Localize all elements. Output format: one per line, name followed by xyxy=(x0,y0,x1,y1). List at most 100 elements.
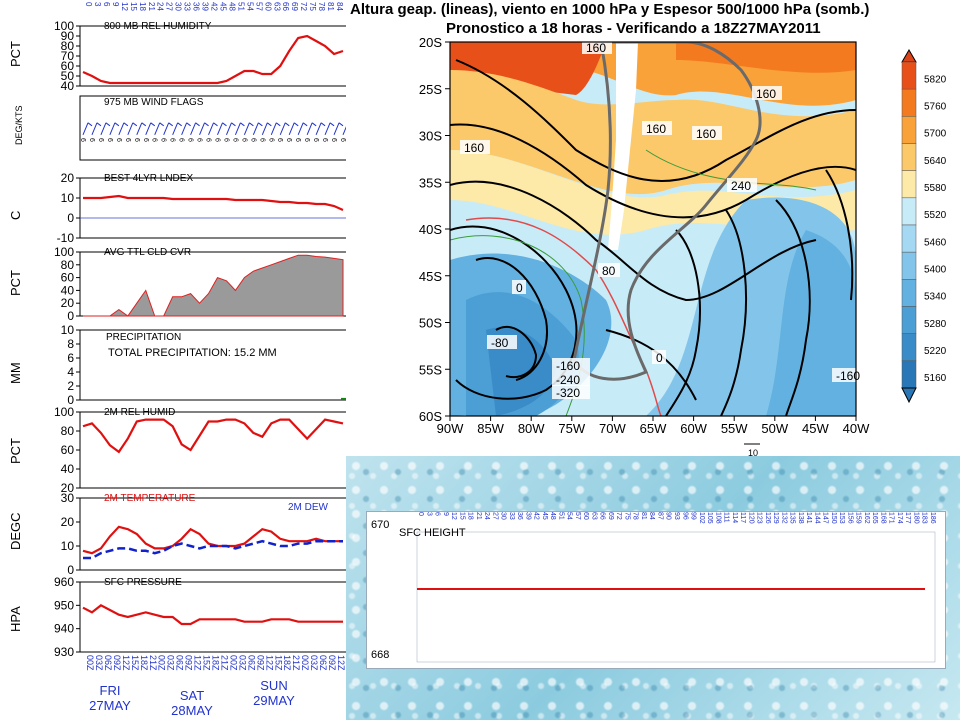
sfc-hour-number: 168 xyxy=(879,512,886,524)
sfc-hour-number: 81 xyxy=(640,512,647,520)
colorbar-label: 5760 xyxy=(924,101,947,112)
panel-unit-label: HPA xyxy=(8,606,23,632)
day-name: SAT xyxy=(180,688,204,703)
sfc-hour-number: 45 xyxy=(541,512,548,520)
wind-barb-flag xyxy=(284,122,290,127)
hour-number-label: 45 xyxy=(218,2,227,11)
andes-white-strip xyxy=(608,42,638,250)
wind-speed-code: 6 xyxy=(321,138,328,142)
panel-frame-temp2m xyxy=(79,497,346,571)
wind-barb-flag xyxy=(141,122,147,127)
contour-label-bg xyxy=(487,335,517,349)
x-time-label: 03Z xyxy=(166,655,176,671)
hour-number-label: 15 xyxy=(129,2,138,11)
y-tick-label: 100 xyxy=(54,405,74,419)
x-time-label: 21Z xyxy=(148,655,158,671)
y-tick-label: 0 xyxy=(67,211,74,225)
y-tick-label: 100 xyxy=(54,19,74,33)
x-time-label: 15Z xyxy=(345,655,346,671)
lon-label: 50W xyxy=(761,421,788,436)
hour-number-label: 75 xyxy=(308,2,317,11)
y-tick-label: 20 xyxy=(61,515,75,529)
day-name: SUN xyxy=(260,678,287,693)
colorbar-swatch xyxy=(901,360,917,389)
hour-number-label: 27 xyxy=(165,2,174,11)
height-contour xyxy=(665,229,701,416)
sfc-hour-number: 138 xyxy=(797,512,804,524)
x-time-label: 00Z xyxy=(228,655,238,671)
panel-title: 975 MB WIND FLAGS xyxy=(104,97,204,108)
sfc-hour-number: 141 xyxy=(805,512,812,524)
wind-barb xyxy=(306,122,313,135)
panel-frame-rh2m xyxy=(79,411,346,489)
wind-barb xyxy=(297,122,304,135)
wind-speed-code: 6 xyxy=(178,138,185,142)
contour-label-bg xyxy=(512,280,526,294)
wind-speed-code: 6 xyxy=(133,138,140,142)
contour-label: -160 xyxy=(836,369,860,383)
contour-label: 160 xyxy=(464,141,484,155)
x-time-label: 06Z xyxy=(175,655,185,671)
wind-barb-flag xyxy=(114,122,120,127)
x-time-label: 00Z xyxy=(85,655,95,671)
wind-barb-flag xyxy=(329,122,335,127)
x-time-label: 00Z xyxy=(157,655,167,671)
hour-number-label: 51 xyxy=(236,2,245,11)
zero-contour-red xyxy=(465,217,662,416)
sfc-hour-number: 144 xyxy=(813,512,820,524)
sfc-hour-number: 33 xyxy=(508,512,515,520)
hour-number-label: 87 xyxy=(344,2,346,11)
wind-barb-flag xyxy=(267,122,272,127)
wind-barb-flag xyxy=(240,122,245,127)
contour-label: 160 xyxy=(756,87,776,101)
y-tick-label: 20 xyxy=(61,481,75,495)
wind-barb xyxy=(145,122,152,135)
sfc-hour-number: 183 xyxy=(921,512,928,524)
wind-barb-flag xyxy=(150,122,156,127)
x-time-label: 06Z xyxy=(103,655,113,671)
panel-title: PRECIPITATION xyxy=(106,332,181,343)
y-tick-label: 60 xyxy=(61,59,75,73)
sfc-hour-number: 42 xyxy=(533,512,540,520)
sfc-hour-number: 24 xyxy=(483,512,490,520)
y-tick-label: 80 xyxy=(61,424,75,438)
wind-barb-flag xyxy=(293,122,299,127)
colorbar-label: 5820 xyxy=(924,74,947,85)
colorbar-label: 5340 xyxy=(924,292,947,303)
y-tick-label: 10 xyxy=(61,323,75,337)
sfc-hour-number: 117 xyxy=(739,512,746,523)
x-time-label: 15Z xyxy=(202,655,212,671)
y-tick-label: 950 xyxy=(54,598,74,612)
day-date: 29MAY xyxy=(253,693,295,708)
wind-barb xyxy=(181,122,188,135)
series-line xyxy=(82,604,343,626)
hour-number-label: 84 xyxy=(335,2,344,11)
sfc-hour-number: 165 xyxy=(871,512,878,524)
map-subtitle: Pronostico a 18 horas - Verificando a 18… xyxy=(446,20,821,37)
x-time-label: 15Z xyxy=(273,655,283,671)
contour-label: 160 xyxy=(646,122,666,136)
wind-speed-code: 6 xyxy=(258,138,265,142)
wind-reference-label: 10 xyxy=(748,448,758,456)
wind-barb xyxy=(333,122,340,135)
wind-speed-code: 6 xyxy=(97,138,104,142)
wind-barb xyxy=(190,122,197,135)
panel-title: 2M REL HUMID xyxy=(104,407,175,418)
x-time-label: 09Z xyxy=(112,655,122,671)
hour-number-label: 18 xyxy=(138,2,147,11)
y-tick-label: 0 xyxy=(67,393,74,407)
wind-barb-flag xyxy=(222,122,227,127)
wind-barb xyxy=(109,122,116,135)
sfc-hour-number: 102 xyxy=(698,512,705,524)
height-contour xyxy=(825,169,854,301)
wind-barb-flag xyxy=(204,122,209,127)
sfc-hour-number: 111 xyxy=(723,512,730,523)
lon-label: 70W xyxy=(599,421,626,436)
wind-barb-flag xyxy=(123,122,129,127)
sfc-hour-number: 39 xyxy=(524,512,531,520)
wind-barb-flag xyxy=(195,122,200,127)
shade-5760 xyxy=(676,42,856,73)
precip-bar xyxy=(341,397,346,400)
panel-title: SFC PRESSURE xyxy=(104,577,182,588)
south-america-coastline xyxy=(572,42,762,381)
